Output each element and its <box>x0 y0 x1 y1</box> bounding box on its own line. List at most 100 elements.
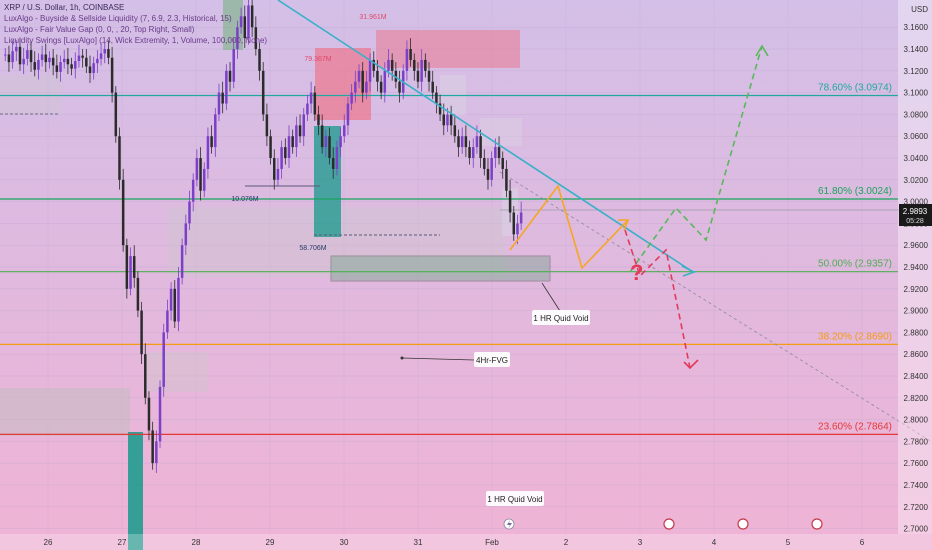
candle-body <box>365 81 368 93</box>
candle-body <box>199 158 202 191</box>
candle-body <box>339 136 342 148</box>
candle-body <box>206 136 210 169</box>
y-tick-label: 3.0400 <box>904 154 929 163</box>
candle-body <box>228 70 232 82</box>
candle-body <box>40 54 44 60</box>
candle-body <box>29 50 33 63</box>
candle-body <box>51 57 55 66</box>
candle-body <box>464 136 468 148</box>
annotation-text: 4Hr-FVG <box>476 356 508 365</box>
candle-body <box>217 92 221 115</box>
price-tag-value: 2.9893 <box>903 207 928 216</box>
candle-body <box>85 57 88 67</box>
symbol-title[interactable]: XRP / U.S. Dollar, 1h, COINBASE <box>4 3 125 12</box>
event-markers <box>503 518 823 530</box>
candle-body <box>273 158 276 180</box>
candle-body <box>66 58 70 65</box>
x-tick-label: 28 <box>192 538 201 547</box>
gray-zone-small <box>147 352 208 392</box>
supply-zone-red-2 <box>376 30 520 68</box>
candle-body <box>280 147 283 169</box>
question-mark: ? <box>630 260 643 285</box>
y-tick-label: 2.7200 <box>904 503 929 512</box>
candle-body <box>18 46 22 65</box>
candle-body <box>442 114 446 126</box>
candle-body <box>468 147 471 159</box>
y-tick-label: 2.9000 <box>904 307 929 316</box>
candle-body <box>166 310 169 333</box>
candle-body <box>261 70 265 115</box>
y-tick-label: 3.1600 <box>904 23 929 32</box>
candle-body <box>328 136 331 159</box>
candle-body <box>250 5 254 28</box>
candle-body <box>15 46 18 52</box>
candle-body <box>129 256 132 289</box>
candle-body <box>103 49 106 54</box>
candle-body <box>243 16 247 39</box>
teal-zone-bottom <box>128 432 143 550</box>
x-tick-label: 6 <box>860 538 865 547</box>
indicator-fair-value-gap[interactable]: LuxAlgo - Fair Value Gap (0, 0, , 20, To… <box>4 25 195 34</box>
time-axis-background <box>0 534 932 550</box>
candles <box>4 0 523 473</box>
candle-body <box>96 58 99 64</box>
candle-body <box>295 125 298 148</box>
candle-body <box>453 125 457 137</box>
annotation-dot-2 <box>400 356 404 360</box>
y-tick-label: 2.7400 <box>904 481 929 490</box>
volume-label: 31.961M <box>359 14 386 21</box>
indicator-liquidity-swings[interactable]: Liquidity Swings [LuxAlgo] (14, Wick Ext… <box>4 36 268 45</box>
x-tick-label: 4 <box>712 538 717 547</box>
candle-body <box>383 70 387 93</box>
candle-body <box>70 64 73 69</box>
candle-body <box>413 59 416 71</box>
candle-body <box>335 147 339 169</box>
candle-body <box>486 168 490 180</box>
candle-body <box>265 114 269 137</box>
candle-body <box>59 62 62 72</box>
candle-body <box>309 92 313 104</box>
candle-body <box>398 81 401 93</box>
indicator-legend: XRP / U.S. Dollar, 1h, COINBASE LuxAlgo … <box>4 2 267 46</box>
x-tick-label: 2 <box>564 538 569 547</box>
candle-body <box>302 114 305 137</box>
annotation-box-3 <box>486 491 544 506</box>
orange-arrow-head <box>618 219 630 231</box>
candle-body <box>62 58 66 63</box>
candle-body <box>7 54 11 63</box>
candle-body <box>449 114 453 126</box>
candle-body <box>490 158 493 180</box>
candle-body <box>173 288 177 322</box>
candle-body <box>291 136 294 148</box>
y-tick-label: 2.7000 <box>904 525 929 534</box>
candle-body <box>276 168 280 180</box>
candle-body <box>232 49 235 82</box>
volume-label: 58.706M <box>299 245 326 252</box>
candle-body <box>379 81 383 93</box>
fib-levels: 78.60% (3.0974) 61.80% (3.0024) 50.00% (2.… <box>0 82 898 435</box>
candle-body <box>4 54 7 56</box>
candle-body <box>405 49 409 71</box>
indicator-buyside-sellside[interactable]: LuxAlgo - Buyside & Sellside Liquidity (… <box>4 14 232 23</box>
minor-lines <box>0 113 932 443</box>
candle-body <box>394 70 398 82</box>
candle-body <box>372 59 375 71</box>
candle-body <box>324 136 328 148</box>
downtrend-line <box>277 0 694 273</box>
candle-body <box>144 354 147 398</box>
candle-body <box>88 66 92 74</box>
candle-body <box>177 277 180 322</box>
candle-body <box>320 125 324 148</box>
y-tick-label: 3.0000 <box>904 198 929 207</box>
candle-body <box>26 50 29 59</box>
candle-body <box>317 114 320 126</box>
price-tag-box <box>899 204 932 226</box>
candle-body <box>214 114 217 148</box>
candle-body <box>254 27 258 50</box>
y-tick-label: 2.8600 <box>904 350 929 359</box>
gridlines <box>0 0 898 534</box>
annotation-text: 1 HR Quid Void <box>487 495 542 504</box>
candle-body <box>516 223 519 235</box>
price-tag-countdown: 05:28 <box>906 218 924 225</box>
